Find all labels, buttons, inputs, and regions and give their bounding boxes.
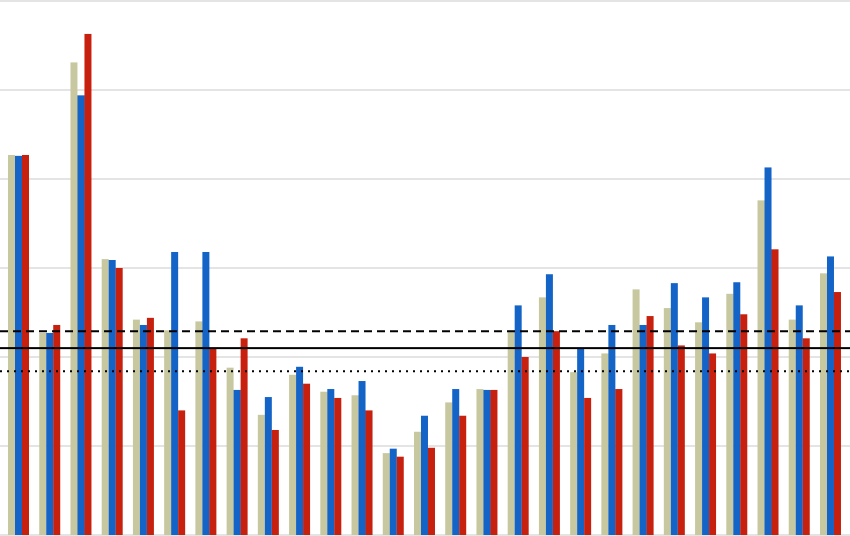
bar: [507, 330, 515, 535]
bar: [538, 297, 546, 535]
bar: [358, 381, 366, 535]
bar: [327, 389, 335, 535]
bar: [608, 324, 616, 535]
bar: [552, 331, 560, 535]
bar: [663, 308, 671, 535]
bar: [584, 397, 592, 535]
bar: [389, 448, 397, 535]
bar: [8, 154, 15, 535]
bar: [195, 321, 203, 535]
bar: [164, 330, 172, 535]
bar: [289, 374, 297, 535]
bar: [351, 395, 359, 535]
bar: [296, 366, 304, 535]
bar: [240, 338, 248, 535]
bar: [53, 324, 61, 535]
bar: [257, 414, 265, 535]
bar: [615, 389, 623, 535]
bar: [695, 322, 703, 535]
bar: [490, 389, 498, 535]
bar: [22, 154, 29, 535]
bar: [320, 391, 328, 535]
bar: [70, 62, 78, 535]
bar: [771, 249, 779, 535]
bar: [84, 33, 92, 536]
bar: [733, 282, 741, 535]
bar: [726, 293, 734, 535]
bar: [146, 317, 154, 535]
bar: [39, 332, 47, 535]
bar: [709, 353, 717, 535]
bar: [413, 431, 421, 535]
bar: [101, 259, 109, 535]
bar: [171, 251, 179, 536]
bar: [632, 289, 640, 535]
bar: [819, 273, 827, 535]
bar: [46, 332, 54, 535]
bar: [646, 316, 654, 535]
bar: [420, 415, 428, 535]
bar: [264, 397, 272, 535]
bar: [427, 447, 435, 535]
bar: [132, 319, 140, 535]
bar: [459, 415, 467, 535]
bar: [15, 155, 22, 536]
bar: [77, 95, 85, 535]
bar: [757, 200, 765, 536]
bar: [382, 453, 390, 535]
bar: [740, 314, 748, 535]
bar: [795, 305, 803, 535]
bar: [601, 353, 609, 535]
bar: [514, 305, 522, 535]
bar: [178, 410, 186, 535]
bar: [202, 251, 210, 536]
bar: [577, 348, 585, 535]
bar: [271, 429, 279, 535]
bar: [396, 456, 404, 535]
bar: [209, 348, 217, 535]
bar: [483, 389, 491, 535]
bar: [108, 259, 116, 535]
bar: [334, 397, 342, 535]
bar: [764, 167, 772, 535]
bar: [445, 402, 453, 535]
bar: [833, 292, 841, 535]
bar: [226, 367, 234, 535]
bar: [677, 345, 685, 535]
bar: [365, 410, 373, 535]
bar: [826, 256, 834, 535]
bar: [521, 357, 529, 535]
bar: [233, 389, 241, 535]
bar: [788, 319, 796, 535]
bar: [545, 274, 553, 535]
bar: [639, 324, 647, 535]
bar: [139, 324, 147, 535]
bar: [802, 338, 810, 535]
bar: [702, 297, 710, 535]
bar: [303, 383, 311, 535]
bar: [452, 389, 460, 535]
bar: [476, 389, 484, 535]
bar: [570, 372, 578, 535]
bar: [670, 283, 678, 535]
bar: [115, 268, 123, 535]
